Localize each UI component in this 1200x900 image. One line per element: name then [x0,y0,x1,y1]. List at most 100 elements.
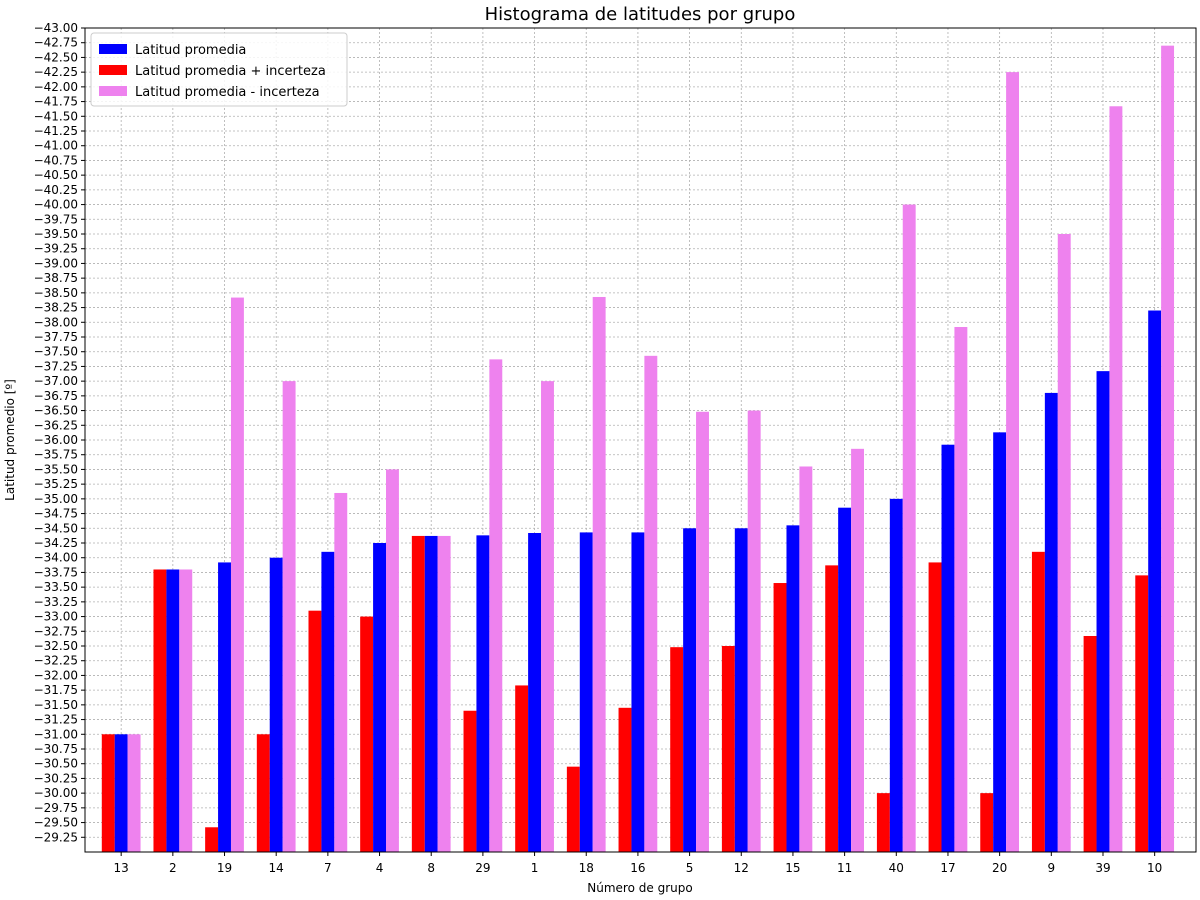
bar [851,448,864,852]
x-tick-label: 15 [785,861,800,875]
y-axis-label: Latitud promedio [º] [3,379,17,501]
y-tick-label: −32.00 [34,668,78,682]
y-tick-label: −36.75 [34,389,78,403]
bar [1161,45,1175,852]
y-tick-label: −43.00 [34,21,78,35]
x-tick-label: 18 [579,861,594,875]
bar [114,734,128,852]
y-tick-label: −34.50 [34,521,78,535]
bar [360,616,374,852]
y-tick-label: −38.50 [34,286,78,300]
x-tick-label: 39 [1095,861,1110,875]
y-tick-label: −34.75 [34,507,78,521]
y-tick-label: −41.25 [34,124,78,138]
bar [424,535,438,852]
bar [218,562,231,852]
bar [825,565,839,852]
bar [683,528,697,852]
bar [101,734,115,852]
bar [566,766,580,852]
x-tick-label: 13 [114,861,129,875]
x-tick-label: 11 [837,861,852,875]
legend-swatch [99,44,127,54]
bar [463,710,477,852]
y-tick-label: −30.25 [34,771,78,785]
y-tick-label: −42.00 [34,80,78,94]
bar [205,827,219,852]
y-tick-label: −33.25 [34,595,78,609]
y-tick-label: −35.50 [34,462,78,476]
y-tick-label: −41.00 [34,139,78,153]
bar [747,410,761,852]
bar [541,381,554,852]
bar [786,525,800,852]
y-tick-label: −30.50 [34,757,78,771]
x-tick-label: 12 [734,861,749,875]
y-tick-label: −39.50 [34,227,78,241]
bar [876,793,890,852]
y-tick-label: −41.75 [34,95,78,109]
bar [928,562,942,852]
x-tick-label: 19 [217,861,232,875]
y-tick-label: −39.00 [34,256,78,270]
bar [902,204,916,853]
y-tick-label: −37.25 [34,359,78,373]
bar [373,543,387,852]
x-axis-label: Número de grupo [587,881,692,895]
y-tick-label: −31.00 [34,727,78,741]
bar [386,469,399,852]
y-tick-label: −38.00 [34,315,78,329]
x-tick-label: 14 [269,861,284,875]
legend-swatch [99,86,127,96]
bar [256,734,270,852]
y-tick-label: −37.75 [34,330,78,344]
bar [838,507,852,852]
bar [618,707,632,852]
y-tick-label: −36.00 [34,433,78,447]
x-tick-label: 10 [1147,861,1162,875]
y-tick-label: −38.75 [34,271,78,285]
bar [1096,371,1110,852]
chart-title: Histograma de latitudes por grupo [485,4,796,25]
y-tick-label: −35.00 [34,492,78,506]
bar [579,532,593,852]
x-tick-label: 4 [376,861,384,875]
y-tick-label: −36.50 [34,404,78,418]
y-tick-label: −39.75 [34,212,78,226]
legend-swatch [99,65,127,75]
y-tick-label: −40.00 [34,198,78,212]
y-tick-label: −30.00 [34,786,78,800]
y-tick-label: −31.50 [34,698,78,712]
y-tick-label: −40.50 [34,168,78,182]
x-tick-label: 2 [169,861,177,875]
y-tick-label: −32.50 [34,639,78,653]
y-tick-label: −34.25 [34,536,78,550]
bar [1057,234,1071,852]
y-tick-label: −33.00 [34,610,78,624]
x-tick-label: 20 [992,861,1007,875]
x-tick-label: 9 [1047,861,1055,875]
y-tick-label: −32.25 [34,654,78,668]
y-tick-label: −31.75 [34,683,78,697]
bar [230,297,244,853]
legend: Latitud promedia Latitud promedia + incer… [90,32,348,107]
bar [528,532,542,852]
bar [670,647,684,852]
x-axis: 13 2 19 14 7 4 8 29 1 18 16 5 12 15 11 40 17 20 9 39 10 [114,852,1162,875]
bar [179,569,193,852]
bar [321,551,335,852]
bar [799,466,813,852]
bar [1031,551,1045,852]
y-tick-label: −29.50 [34,816,78,830]
bar [489,359,503,852]
bar [889,498,903,852]
y-tick-label: −42.25 [34,65,78,79]
x-tick-label: 16 [630,861,645,875]
x-tick-label: 17 [940,861,955,875]
y-tick-label: −40.25 [34,183,78,197]
bar [515,685,529,852]
legend-label: Latitud promedia - incerteza [135,85,320,100]
bar [1006,72,1020,852]
y-tick-label: −35.25 [34,477,78,491]
